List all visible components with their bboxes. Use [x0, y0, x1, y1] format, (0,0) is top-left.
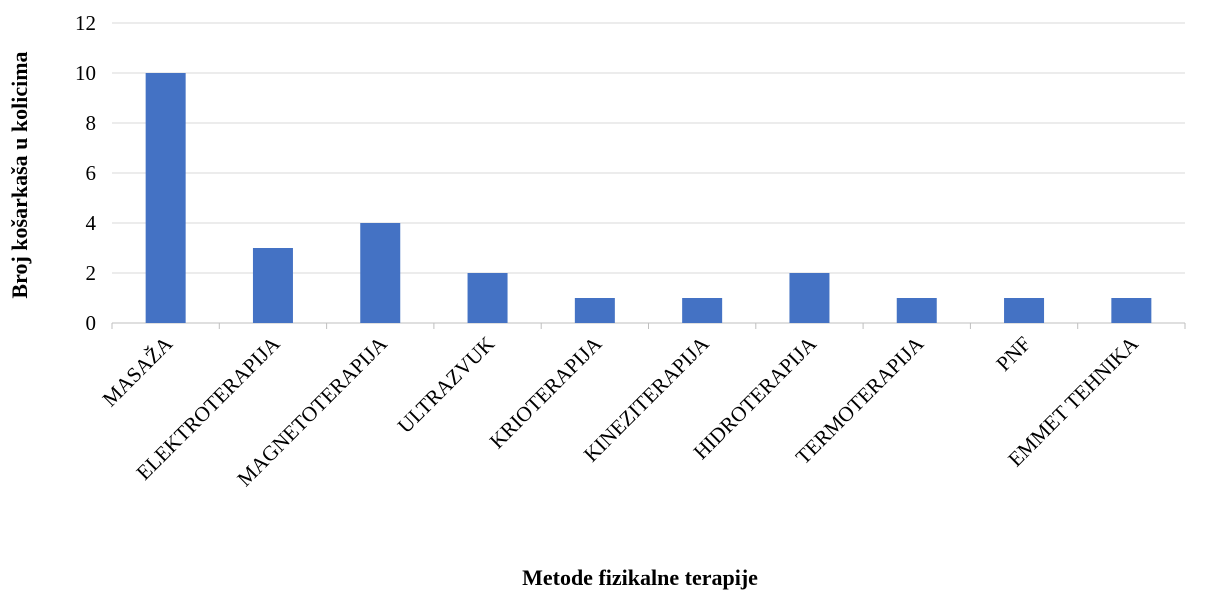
y-tick-label: 2 [86, 261, 97, 285]
y-tick-label: 12 [75, 11, 96, 35]
bar [252, 248, 293, 323]
bar [574, 298, 615, 323]
x-axis-title: Metode fizikalne terapije [522, 565, 758, 590]
x-tick-label: ULTRAZVUK [393, 332, 499, 438]
y-tick-label: 6 [86, 161, 97, 185]
bar [1111, 298, 1152, 323]
y-tick-label: 0 [86, 311, 97, 335]
bar [789, 273, 830, 323]
x-tick-label: KRIOTERAPIJA [485, 331, 607, 453]
x-tick-label: MASAŽA [98, 331, 178, 411]
x-tick-label: PNF [991, 332, 1035, 376]
bar [467, 273, 508, 323]
bar [1004, 298, 1045, 323]
y-tick-label: 10 [75, 61, 96, 85]
y-tick-label: 8 [86, 111, 97, 135]
bar [896, 298, 937, 323]
bar [145, 73, 186, 323]
bar [682, 298, 723, 323]
y-axis-title: Broj košarkaša u kolicima [7, 51, 32, 298]
y-tick-label: 4 [86, 211, 97, 235]
bar [360, 223, 401, 323]
